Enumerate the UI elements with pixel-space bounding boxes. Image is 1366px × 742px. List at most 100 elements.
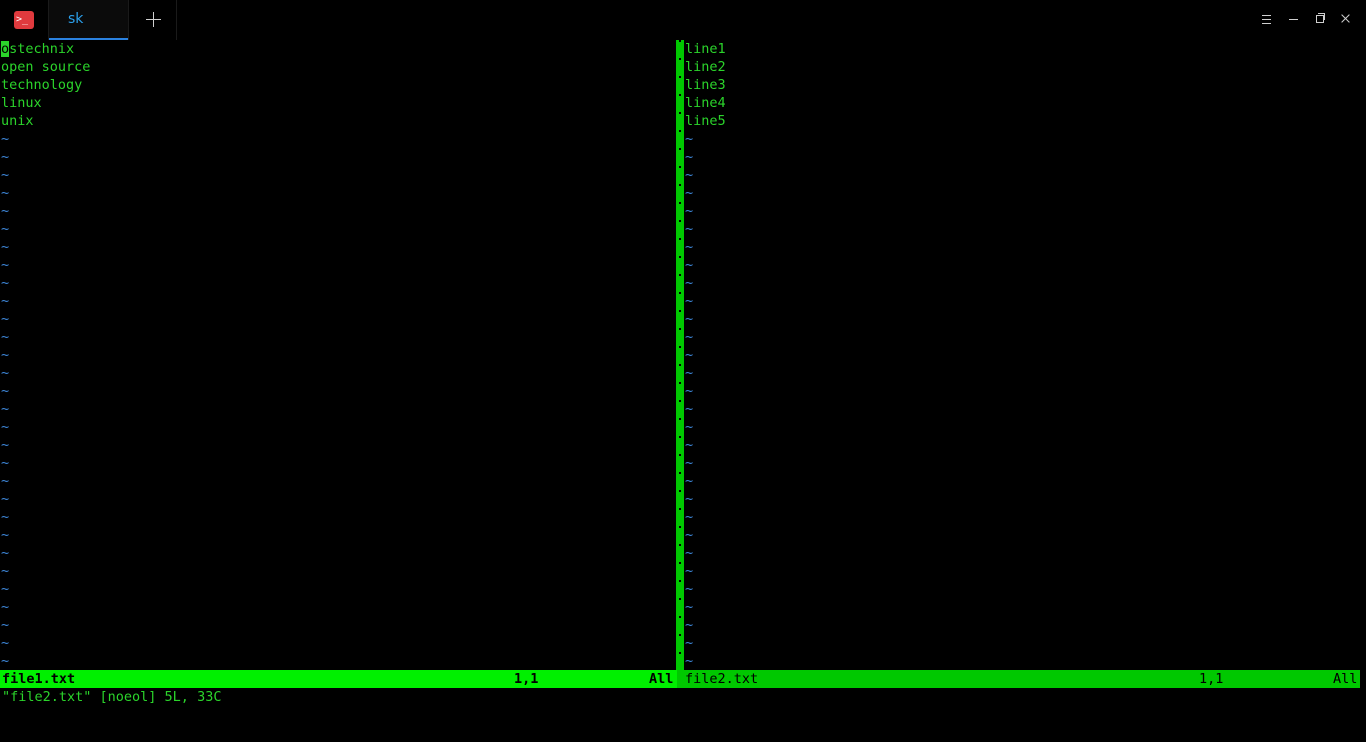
split-bar-segment [679, 472, 681, 490]
empty-line-tilde: ~ [685, 617, 694, 633]
empty-line-tilde: ~ [1, 545, 10, 561]
split-bar-segment [679, 436, 681, 454]
buffer-line: ostechnix [1, 41, 75, 57]
close-icon[interactable] [1338, 11, 1354, 27]
split-bar-segment [679, 256, 681, 274]
empty-line-tilde: ~ [685, 203, 694, 219]
minimize-icon[interactable] [1286, 11, 1302, 27]
new-tab-plus-icon[interactable] [129, 0, 177, 40]
empty-line-tilde: ~ [1, 185, 10, 201]
split-bar-segment [679, 130, 681, 148]
split-bar-segment [679, 580, 681, 598]
split-bar-segment [679, 220, 681, 238]
empty-line-tilde: ~ [1, 365, 10, 381]
empty-line-tilde: ~ [685, 365, 694, 381]
buffer-line: open source [1, 59, 91, 75]
empty-line-tilde: ~ [685, 185, 694, 201]
empty-line-tilde: ~ [1, 275, 10, 291]
empty-line-tilde: ~ [685, 401, 694, 417]
split-bar-segment [679, 166, 681, 184]
empty-line-tilde: ~ [685, 491, 694, 507]
buffer-line: line1 [685, 41, 726, 57]
empty-line-tilde: ~ [685, 527, 694, 543]
status-line-file1: file1.txt 1,1 All [0, 670, 677, 688]
status-scroll-indicator: All [1333, 671, 1358, 687]
empty-line-tilde: ~ [1, 239, 10, 255]
empty-line-tilde: ~ [1, 455, 10, 471]
empty-line-tilde: ~ [685, 347, 694, 363]
empty-line-tilde: ~ [685, 545, 694, 561]
split-bar-segment [679, 562, 681, 580]
vim-window-file2[interactable]: line1 line2 line3 line4 line5 ~ ~ ~ ~ ~ ~ ~ ~ ~ ~ ~ ~ ~ ~ ~… [685, 40, 1360, 670]
split-bar-segment [679, 382, 681, 400]
split-bar-segment [679, 58, 681, 76]
empty-line-tilde: ~ [1, 383, 10, 399]
split-bar-segment [679, 148, 681, 166]
tab-label: sk [68, 11, 84, 27]
split-bar-segment [679, 598, 681, 616]
vim-window-file1[interactable]: ostechnix open source technology linux unix ~… [1, 40, 676, 670]
status-line-file2: file2.txt 1,1 All [684, 670, 1360, 688]
empty-line-tilde: ~ [685, 131, 694, 147]
empty-line-tilde: ~ [685, 653, 694, 669]
split-bar-segment [679, 94, 681, 112]
terminal-app-icon[interactable]: >_ [14, 11, 34, 29]
buffer-line: line2 [685, 59, 726, 75]
empty-line-tilde: ~ [685, 167, 694, 183]
split-bar-segment [679, 490, 681, 508]
empty-line-tilde: ~ [685, 419, 694, 435]
empty-line-tilde: ~ [1, 599, 10, 615]
empty-line-tilde: ~ [1, 581, 10, 597]
empty-line-tilde: ~ [685, 599, 694, 615]
empty-line-tilde: ~ [685, 239, 694, 255]
vertical-split-bars [678, 40, 682, 670]
tab-sk[interactable]: sk [48, 0, 129, 40]
status-cursor-position: 1,1 [1199, 671, 1224, 687]
empty-line-tilde: ~ [1, 257, 10, 273]
empty-line-tilde: ~ [685, 509, 694, 525]
empty-line-tilde: ~ [1, 149, 10, 165]
buffer-line: line4 [685, 95, 726, 111]
status-filename: file2.txt [685, 671, 759, 687]
split-bar-segment [679, 292, 681, 310]
split-bar-segment [679, 526, 681, 544]
terminal-titlebar: >_ sk [0, 0, 1366, 40]
empty-line-tilde: ~ [1, 653, 10, 669]
empty-line-tilde: ~ [1, 311, 10, 327]
text-cursor: o [1, 41, 10, 57]
split-bar-segment [679, 418, 681, 436]
buffer-line: linux [1, 95, 42, 111]
empty-line-tilde: ~ [685, 455, 694, 471]
split-bar-segment [679, 346, 681, 364]
empty-line-tilde: ~ [685, 635, 694, 651]
empty-line-tilde: ~ [1, 221, 10, 237]
empty-line-tilde: ~ [685, 257, 694, 273]
restore-icon[interactable] [1312, 11, 1328, 27]
empty-line-tilde: ~ [685, 221, 694, 237]
empty-line-tilde: ~ [1, 509, 10, 525]
active-tab-indicator [49, 38, 128, 40]
empty-line-tilde: ~ [685, 437, 694, 453]
empty-line-tilde: ~ [1, 347, 10, 363]
empty-line-tilde: ~ [1, 617, 10, 633]
split-bar-segment [679, 76, 681, 94]
empty-line-tilde: ~ [1, 419, 10, 435]
empty-line-tilde: ~ [1, 203, 10, 219]
empty-line-tilde: ~ [685, 329, 694, 345]
empty-line-tilde: ~ [685, 149, 694, 165]
empty-line-tilde: ~ [685, 311, 694, 327]
split-bar-segment [679, 616, 681, 634]
empty-line-tilde: ~ [1, 329, 10, 345]
vim-command-line[interactable]: "file2.txt" [noeol] 5L, 33C [2, 689, 222, 705]
empty-line-tilde: ~ [1, 293, 10, 309]
status-cursor-position: 1,1 [514, 671, 539, 687]
split-bar-segment [679, 310, 681, 328]
empty-line-tilde: ~ [1, 437, 10, 453]
split-bar-segment [679, 184, 681, 202]
empty-line-tilde: ~ [1, 473, 10, 489]
empty-line-tilde: ~ [1, 527, 10, 543]
hamburger-menu-icon[interactable] [1259, 11, 1275, 27]
buffer-line: line5 [685, 113, 726, 129]
split-bar-segment [679, 634, 681, 652]
empty-line-tilde: ~ [685, 293, 694, 309]
